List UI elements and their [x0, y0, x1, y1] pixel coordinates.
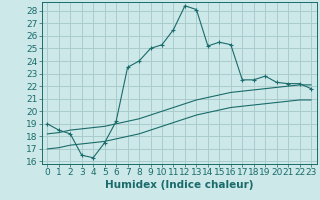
X-axis label: Humidex (Indice chaleur): Humidex (Indice chaleur)	[105, 180, 253, 190]
